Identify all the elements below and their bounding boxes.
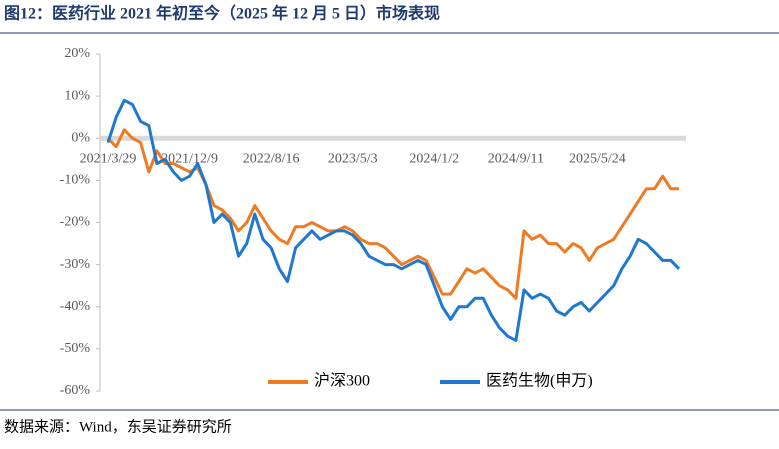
y-tick-label: -60% xyxy=(60,383,91,398)
x-tick-label: 2024/1/2 xyxy=(409,151,459,166)
y-tick-label: -50% xyxy=(60,341,91,356)
x-tick-label: 2025/5/24 xyxy=(569,151,626,166)
legend-label: 医药生物(申万) xyxy=(486,372,593,390)
x-tick-label: 2024/9/11 xyxy=(488,151,544,166)
x-tick-label: 2021/3/29 xyxy=(80,151,137,166)
chart-title: 图12：医药行业 2021 年初至今（2025 年 12 月 5 日）市场表现 xyxy=(4,4,440,23)
x-tick-label: 2023/5/3 xyxy=(328,151,378,166)
y-tick-label: 10% xyxy=(64,88,90,103)
y-tick-label: 0% xyxy=(71,130,90,145)
y-tick-label: -10% xyxy=(60,173,91,188)
y-tick-label: 20% xyxy=(64,46,90,61)
y-tick-label: -40% xyxy=(60,299,91,314)
y-tick-label: -30% xyxy=(60,257,91,272)
x-tick-label: 2021/12/9 xyxy=(161,151,218,166)
series-line xyxy=(106,98,681,342)
source: 数据来源：Wind，东吴证券研究所 xyxy=(4,418,232,435)
y-tick-label: -20% xyxy=(60,215,91,230)
x-tick-label: 2022/8/16 xyxy=(243,151,300,166)
legend-label: 沪深300 xyxy=(314,372,370,390)
